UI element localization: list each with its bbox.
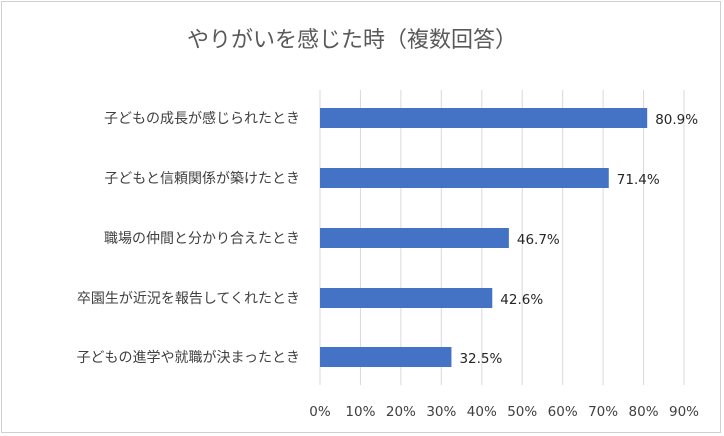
x-tick-label: 60% [548,404,578,420]
x-tick-label: 90% [669,404,699,420]
gridlines [319,90,685,385]
category-label: 職場の仲間と分かり合えたとき [104,231,300,247]
x-tick-label: 40% [467,404,497,420]
x-tick-label: 70% [588,404,618,420]
category-label: 子どもの成長が感じられたとき [104,110,300,127]
bar [320,347,452,367]
x-axis-ticks: 0% 10% 20% 30% 40% 50% 60% 70% 80% 90% [309,404,699,420]
data-label: 46.7% [517,232,560,248]
data-labels: 80.9% 71.4% 46.7% 42.6% 32.5% [459,112,698,367]
category-label: 子どもと信頼関係が築けたとき [104,171,300,187]
bar [320,288,493,308]
x-tick-label: 0% [309,404,331,420]
category-label: 卒園生が近況を報告してくれたとき [77,291,300,307]
data-label: 80.9% [655,112,698,128]
bar [320,228,509,248]
data-label: 32.5% [459,351,502,367]
bar [320,168,609,188]
x-tick-label: 50% [507,404,537,420]
bars [320,108,648,367]
bar [320,108,648,128]
x-tick-label: 10% [345,404,375,420]
data-label: 42.6% [500,292,543,308]
category-labels: 子どもの成長が感じられたとき子どもと信頼関係が築けたとき職場の仲間と分かり合えた… [77,110,300,366]
x-tick-label: 80% [629,404,659,420]
chart-title: やりがいを感じた時（複数回答） [187,28,517,53]
category-label: 子どもの進学や就職が決まったとき [77,350,300,366]
x-tick-label: 30% [426,404,456,420]
x-tick-label: 20% [386,404,416,420]
data-label: 71.4% [617,172,660,188]
